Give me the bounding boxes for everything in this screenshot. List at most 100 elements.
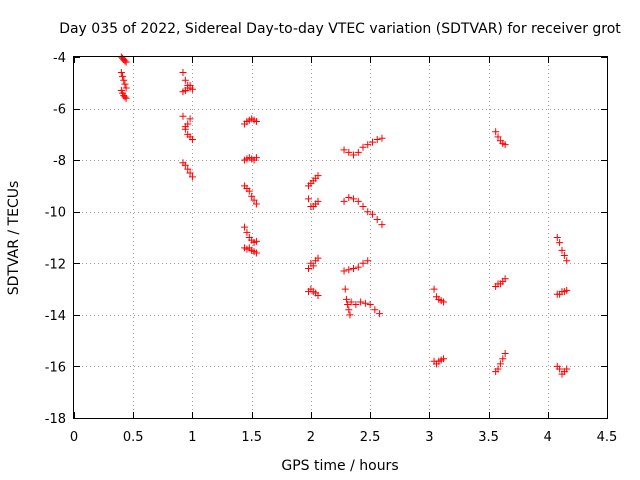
- series-s19: [340, 194, 386, 229]
- data-point: [368, 210, 376, 218]
- data-point: [440, 298, 448, 306]
- series-s16: [305, 254, 322, 272]
- series-s26: [492, 275, 509, 290]
- y-axis-title: SDTVAR / TECUs: [6, 181, 22, 296]
- data-point: [563, 365, 571, 373]
- series-s18: [340, 134, 386, 159]
- x-tick-label: 2.5: [360, 430, 381, 445]
- data-point: [250, 196, 258, 204]
- data-point: [184, 120, 192, 128]
- series-s30: [553, 362, 571, 378]
- data-point: [314, 292, 322, 300]
- series-s11: [241, 182, 260, 208]
- data-point: [121, 57, 129, 65]
- data-point: [341, 285, 349, 293]
- data-point: [556, 239, 564, 247]
- data-point: [350, 264, 358, 272]
- x-tick-label: 3.5: [478, 430, 499, 445]
- data-point: [354, 263, 362, 271]
- series-s10: [241, 154, 260, 164]
- data-point: [188, 173, 196, 181]
- data-point: [252, 200, 260, 208]
- data-point: [186, 81, 194, 89]
- x-tick-label: 0.5: [123, 430, 144, 445]
- data-point: [350, 151, 358, 159]
- data-point: [378, 221, 386, 229]
- series-s08: [179, 159, 196, 181]
- data-point: [342, 295, 350, 303]
- data-point: [252, 154, 260, 162]
- data-point: [314, 197, 322, 205]
- series-s15: [305, 195, 322, 211]
- data-point: [501, 350, 509, 358]
- series-s23: [430, 285, 448, 306]
- x-tick-label: 2: [307, 430, 315, 445]
- data-point: [186, 115, 194, 123]
- grid: [74, 57, 607, 418]
- data-point: [364, 257, 372, 265]
- series-s12: [241, 223, 260, 247]
- data-point: [345, 306, 353, 314]
- data-point: [496, 360, 504, 368]
- data-point: [361, 299, 369, 307]
- data-point: [305, 264, 313, 272]
- data-point: [119, 72, 127, 80]
- x-tick-label: 3: [425, 430, 433, 445]
- y-tick-label: -18: [45, 412, 66, 427]
- data-point: [252, 237, 260, 245]
- data-point: [499, 355, 507, 363]
- x-axis-title: GPS time / hours: [281, 458, 398, 474]
- data-point: [121, 80, 129, 88]
- data-points: [117, 53, 571, 378]
- data-point: [340, 197, 348, 205]
- data-point: [248, 192, 256, 200]
- data-point: [368, 138, 376, 146]
- y-tick-labels: -18 -16 -14 -12 -10 -8 -6 -4: [45, 51, 66, 427]
- data-point: [252, 117, 260, 125]
- series-s02: [117, 68, 130, 92]
- x-tick-label: 0: [70, 430, 78, 445]
- data-point: [563, 286, 571, 294]
- series-s14: [305, 172, 322, 190]
- data-point: [373, 136, 381, 144]
- data-point: [558, 246, 566, 254]
- data-point: [556, 365, 564, 373]
- series-s07: [181, 125, 196, 144]
- series-s05: [179, 81, 194, 96]
- data-point: [371, 306, 379, 314]
- x-tick-label: 4: [544, 430, 552, 445]
- series-s21: [341, 285, 354, 319]
- y-tick-label: -4: [53, 51, 66, 66]
- data-point: [314, 172, 322, 180]
- plot-frame: [73, 56, 608, 419]
- data-point: [314, 254, 322, 262]
- data-point: [305, 195, 313, 203]
- data-point: [241, 223, 249, 231]
- x-tick-label: 4.5: [597, 430, 618, 445]
- data-point: [440, 355, 448, 363]
- data-point: [563, 257, 571, 265]
- data-point: [188, 136, 196, 144]
- series-s29: [553, 286, 571, 298]
- chart-title: Day 035 of 2022, Sidereal Day-to-day VTE…: [59, 21, 621, 37]
- data-point: [120, 76, 128, 84]
- data-point: [345, 266, 353, 274]
- series-s01: [117, 53, 130, 66]
- data-point: [184, 165, 192, 173]
- x-tick-label: 1: [188, 430, 196, 445]
- data-point: [346, 311, 354, 319]
- series-s24: [430, 355, 448, 368]
- data-point: [354, 148, 362, 156]
- data-point: [359, 143, 367, 151]
- data-point: [345, 194, 353, 202]
- series-s03: [117, 87, 130, 102]
- series-s22: [347, 298, 384, 318]
- data-point: [364, 208, 372, 216]
- data-point: [181, 125, 189, 133]
- data-point: [340, 146, 348, 154]
- data-point: [245, 187, 253, 195]
- series-s09: [241, 115, 260, 128]
- series-s27: [492, 350, 509, 376]
- data-point: [501, 141, 509, 149]
- data-point: [373, 215, 381, 223]
